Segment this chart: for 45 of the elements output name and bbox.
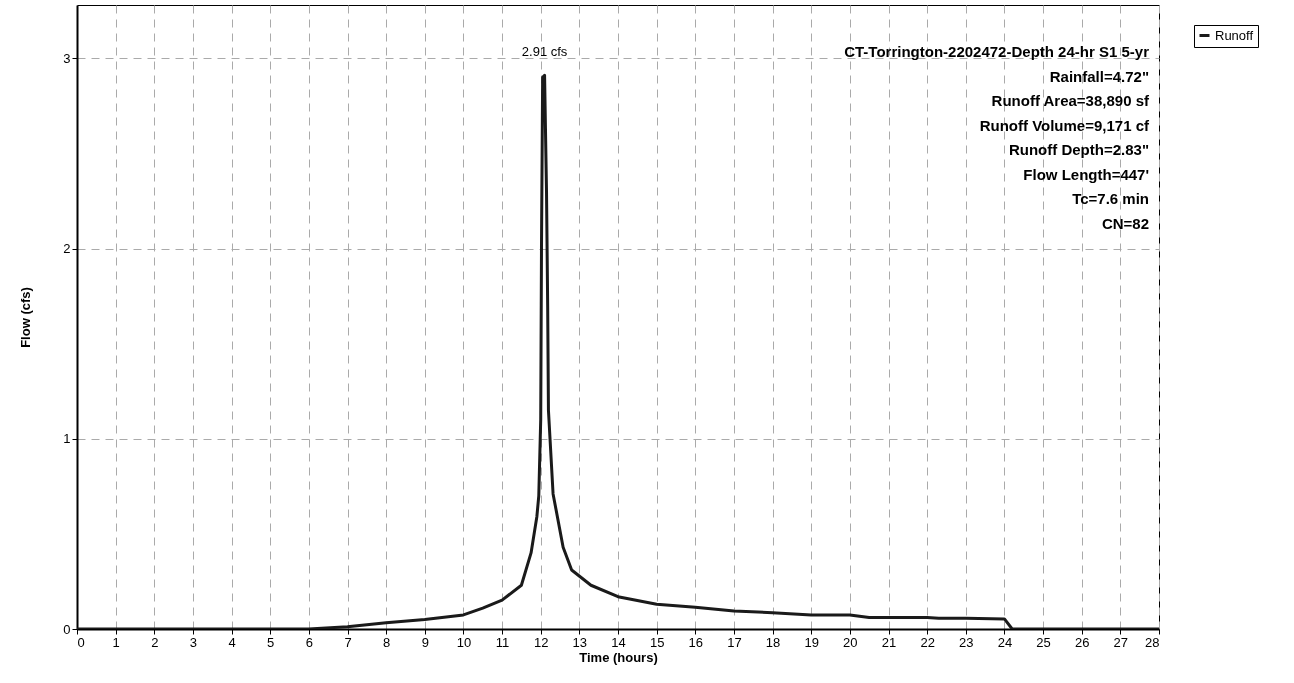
annotation: Tc=7.6 min bbox=[1072, 190, 1149, 207]
x-tick-label: 8 bbox=[383, 634, 391, 650]
x-tick-label: 1 bbox=[112, 634, 120, 650]
y-tick-label: 2 bbox=[63, 241, 71, 257]
x-tick-label: 0 bbox=[77, 634, 85, 650]
annotation: Runoff Area=38,890 sf bbox=[991, 92, 1150, 109]
x-tick-label: 10 bbox=[456, 634, 472, 650]
x-tick-label: 16 bbox=[688, 634, 704, 650]
y-axis-title: Flow (cfs) bbox=[18, 287, 34, 348]
x-tick-label: 25 bbox=[1036, 634, 1051, 650]
x-tick-label: 24 bbox=[997, 634, 1013, 650]
x-tick-label: 18 bbox=[765, 634, 781, 650]
x-tick-label: 5 bbox=[267, 634, 275, 650]
x-tick-label: 7 bbox=[344, 634, 352, 650]
x-tick-label: 26 bbox=[1074, 634, 1090, 650]
y-tick-label: 0 bbox=[63, 621, 71, 637]
x-tick-label: 27 bbox=[1113, 634, 1129, 650]
y-tick-label: 1 bbox=[63, 431, 71, 447]
x-tick-label: 19 bbox=[804, 634, 819, 650]
annotation: Flow Length=447' bbox=[1023, 165, 1149, 183]
x-tick-label: 28 bbox=[1145, 634, 1160, 650]
x-tick-label: 12 bbox=[533, 634, 549, 650]
x-tick-label: 15 bbox=[649, 634, 665, 650]
annotation: CT-Torrington-2202472-Depth 24-hr S1 5-yr bbox=[844, 43, 1150, 60]
annotation: Runoff Volume=9,171 cf bbox=[979, 116, 1150, 134]
x-tick-label: 6 bbox=[305, 634, 313, 650]
x-tick-label: 21 bbox=[881, 634, 897, 650]
annotation: 2.91 cfs bbox=[521, 44, 568, 60]
annotation: Runoff Depth=2.83" bbox=[1008, 141, 1149, 158]
legend-label: Runoff bbox=[1215, 27, 1254, 43]
x-axis-title: Time (hours) bbox=[579, 649, 658, 665]
x-tick-label: 2 bbox=[151, 634, 159, 650]
x-tick-label: 11 bbox=[495, 634, 510, 650]
x-tick-label: 17 bbox=[727, 634, 742, 650]
x-tick-label: 13 bbox=[572, 634, 588, 650]
x-tick-label: 22 bbox=[920, 634, 935, 650]
x-tick-label: 20 bbox=[843, 634, 858, 650]
x-tick-label: 3 bbox=[189, 634, 198, 650]
annotation: Rainfall=4.72" bbox=[1049, 67, 1149, 85]
x-tick-label: 23 bbox=[959, 634, 974, 650]
x-tick-label: 14 bbox=[611, 634, 626, 650]
x-tick-label: 4 bbox=[228, 634, 236, 650]
x-tick-label: 9 bbox=[421, 634, 429, 650]
y-tick-label: 3 bbox=[63, 50, 71, 66]
annotation: CN=82 bbox=[1101, 214, 1149, 232]
